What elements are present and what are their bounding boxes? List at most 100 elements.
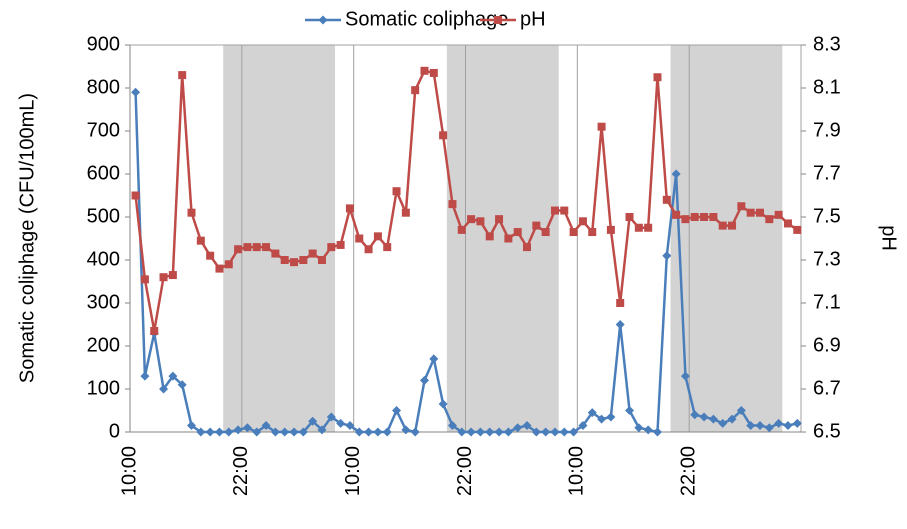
point — [187, 208, 196, 217]
point — [317, 425, 327, 435]
y2-tick-label: 6.9 — [813, 334, 841, 356]
point — [662, 251, 672, 261]
y-tick-label: 900 — [87, 33, 120, 55]
point — [140, 275, 149, 284]
point — [252, 243, 261, 252]
point — [392, 406, 402, 415]
point — [150, 326, 159, 335]
point — [494, 427, 504, 437]
point — [271, 249, 280, 258]
point — [419, 375, 429, 385]
point — [523, 243, 532, 252]
point — [634, 423, 644, 433]
point — [700, 213, 709, 221]
point — [270, 427, 280, 437]
x-tick-label: 22:00 — [677, 446, 699, 496]
x-tick-label: 22:00 — [454, 446, 476, 496]
point — [224, 427, 234, 437]
x-tick-label: 10:00 — [342, 446, 364, 496]
point — [401, 208, 410, 217]
point — [718, 418, 728, 428]
x-tick-label: 22:00 — [230, 446, 252, 496]
point — [457, 427, 467, 437]
point — [392, 187, 401, 196]
y-axis-label: Somatic coliphage (CFU/100mL) — [16, 93, 38, 383]
point — [643, 425, 653, 435]
point — [410, 427, 420, 437]
point — [252, 427, 262, 437]
point — [206, 251, 215, 260]
point — [680, 371, 690, 381]
point — [336, 418, 346, 428]
point — [215, 264, 224, 273]
point — [308, 249, 317, 258]
point — [289, 427, 299, 437]
y2-axis-label: pH — [878, 225, 900, 251]
point — [690, 213, 699, 221]
y-tick-label: 200 — [87, 334, 120, 356]
point — [531, 427, 541, 437]
point — [597, 122, 606, 131]
point — [345, 421, 355, 431]
point — [131, 191, 140, 200]
point — [290, 258, 299, 267]
night-shade — [223, 45, 336, 432]
point — [196, 427, 206, 437]
y-tick-label: 800 — [87, 76, 120, 98]
point — [317, 256, 326, 264]
point — [224, 260, 233, 269]
point — [262, 243, 271, 252]
point — [774, 210, 783, 219]
y2-tick-label: 8.3 — [813, 33, 841, 55]
y-tick-label: 600 — [87, 162, 120, 184]
point — [336, 240, 345, 249]
point — [234, 245, 243, 254]
point — [513, 228, 522, 237]
y2-tick-label: 8.1 — [813, 76, 841, 98]
y2-tick-label: 7.7 — [813, 162, 841, 184]
point — [485, 427, 495, 437]
point — [178, 71, 187, 80]
x-tick-label: 10:00 — [566, 446, 588, 496]
point — [280, 256, 289, 264]
point — [475, 427, 485, 437]
point — [513, 423, 523, 433]
point — [625, 406, 635, 415]
point — [597, 414, 607, 424]
point — [503, 427, 513, 437]
point — [737, 202, 746, 211]
point — [205, 427, 215, 437]
point — [411, 86, 420, 95]
point — [364, 427, 374, 437]
point — [718, 221, 727, 230]
y-tick-label: 700 — [87, 119, 120, 141]
legend-marker — [318, 15, 328, 25]
point — [792, 418, 802, 428]
point — [606, 225, 615, 234]
point — [615, 320, 625, 329]
y2-tick-label: 7.9 — [813, 119, 841, 141]
x-tick-label: 10:00 — [118, 446, 140, 496]
point — [652, 427, 662, 437]
point — [671, 169, 681, 179]
point — [476, 217, 485, 226]
point — [634, 223, 643, 232]
point — [746, 208, 755, 217]
y-tick-label: 300 — [87, 291, 120, 313]
point — [495, 215, 504, 224]
point — [569, 427, 579, 437]
point — [765, 215, 774, 224]
legend-label: pH — [520, 8, 546, 30]
legend-marker — [494, 16, 502, 24]
point — [532, 221, 541, 230]
point — [196, 236, 205, 245]
point — [457, 225, 466, 234]
point — [177, 380, 187, 390]
y2-tick-label: 7.5 — [813, 205, 841, 227]
point — [625, 213, 634, 221]
point — [168, 371, 178, 381]
point — [541, 427, 551, 437]
night-shade — [446, 45, 559, 432]
y2-tick-label: 6.5 — [813, 420, 841, 442]
point — [159, 384, 169, 394]
